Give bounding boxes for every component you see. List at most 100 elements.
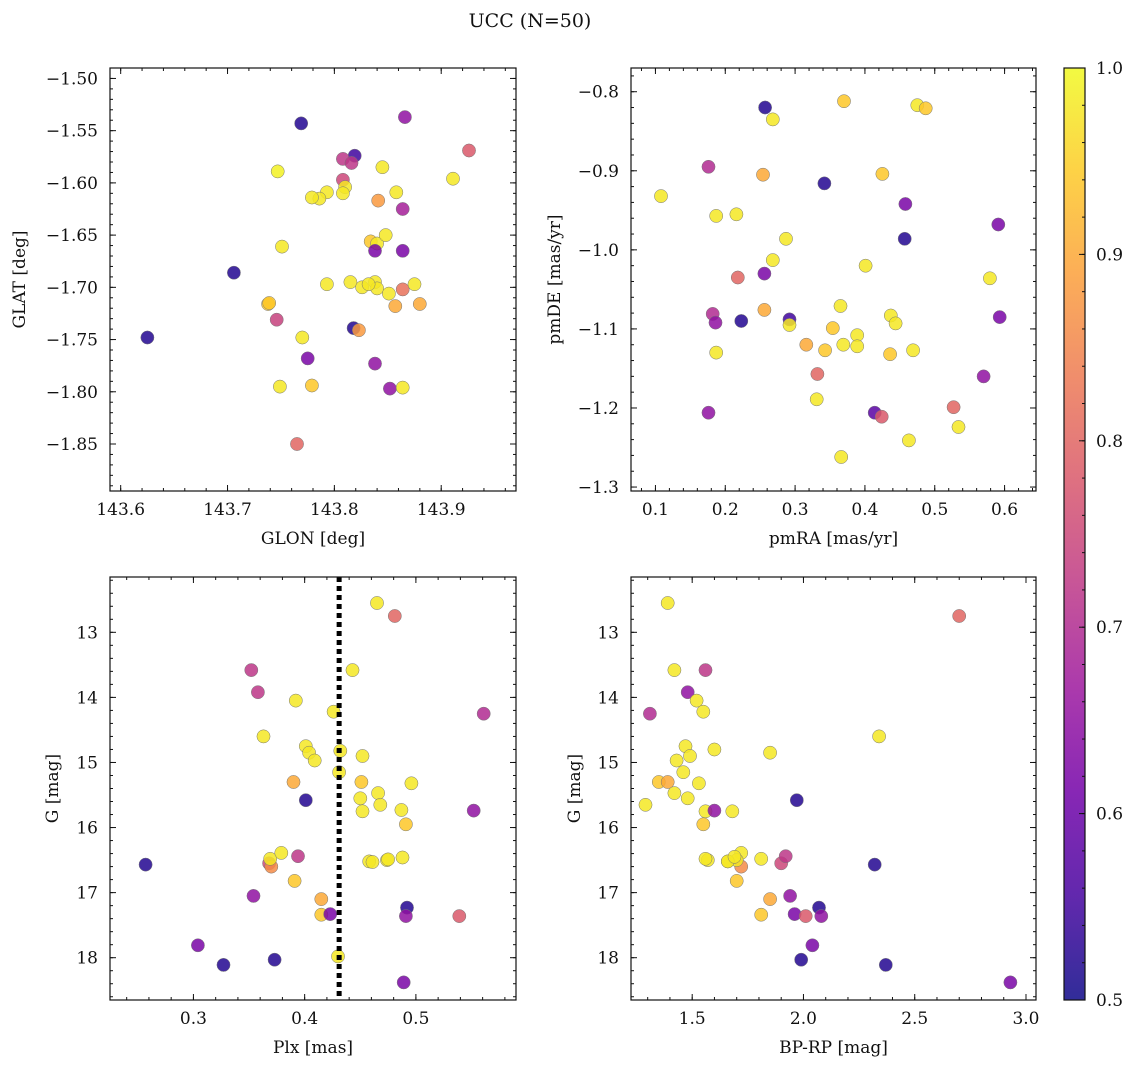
scatter-point	[275, 239, 289, 254]
y-tick-label: 13	[76, 623, 98, 643]
scatter-point	[466, 803, 481, 818]
scatter-point	[286, 775, 301, 789]
scatter-point	[976, 369, 991, 384]
scatter-point	[799, 337, 814, 352]
scatter-point	[298, 793, 313, 808]
panel-bprp-g: 1.5 2.0 2.5 3.0 13 14 15 16 17 18 BP-RP [mag] G [ma…	[565, 576, 1040, 1058]
scatter-point	[398, 110, 412, 124]
scatter-point	[874, 409, 889, 424]
panel-pmra-pmde: 0.1 0.2 0.3 0.4 0.5 0.6 −1.3 −1.2 −1.1 −1.0 −0.9 −0…	[545, 67, 1037, 549]
scatter-point	[643, 706, 657, 721]
x-tick-label: 0.5	[402, 1009, 429, 1029]
y-tick-label: 13	[597, 623, 619, 643]
scatter-point	[270, 164, 285, 179]
scatter-point	[395, 850, 410, 865]
scatter-point	[368, 356, 382, 371]
x-tick-label: 143.6	[96, 500, 145, 520]
colorbar-frame	[1063, 67, 1086, 1001]
scatter-point	[779, 231, 793, 246]
colorbar-tick-label: 1.0	[1096, 59, 1123, 79]
scatter-point	[701, 159, 716, 174]
y-axis-label: G [mag]	[43, 754, 63, 823]
scatter-point	[698, 663, 713, 677]
y-tick-label: −1.55	[46, 122, 98, 142]
x-tick-label: 0.3	[782, 500, 809, 520]
x-tick-label: 0.4	[851, 500, 878, 520]
scatter-point	[638, 797, 653, 812]
y-tick-label: −1.85	[46, 435, 98, 455]
y-tick-label: 15	[597, 753, 619, 773]
scatter-point	[373, 797, 388, 812]
scatter-point	[872, 729, 886, 744]
scatter-point	[778, 849, 793, 864]
y-tick-label: −1.50	[46, 69, 98, 89]
scatter-point	[805, 938, 820, 953]
scatter-point	[395, 380, 410, 395]
scatter-point	[654, 189, 668, 203]
x-tick-label: 0.5	[921, 500, 948, 520]
colorbar: 0.5 0.6 0.7 0.8 0.9 1.0	[1063, 59, 1123, 1011]
scatter-point	[452, 909, 467, 923]
scatter-point	[395, 243, 410, 258]
y-axis-label: pmDE [mas/yr]	[545, 214, 565, 344]
scatter-point	[355, 749, 370, 763]
scatter-point	[476, 706, 491, 721]
y-tick-label: 14	[597, 688, 619, 708]
scatter-point	[951, 420, 966, 434]
y-tick-label: −0.9	[578, 162, 619, 182]
scatter-point	[387, 609, 402, 623]
scatter-point	[730, 270, 745, 285]
scatter-point	[946, 400, 961, 415]
y-tick-label: 14	[76, 688, 98, 708]
scatter-point	[290, 437, 304, 451]
scatter-point	[345, 663, 360, 677]
colorbar-tick-label: 0.8	[1096, 432, 1123, 452]
scatter-point	[667, 786, 682, 800]
x-axis-label: GLON [deg]	[261, 529, 365, 549]
x-tick-label: 143.8	[310, 500, 359, 520]
y-tick-label: −1.65	[46, 226, 98, 246]
x-tick-label: 0.4	[291, 1009, 318, 1029]
scatter-point	[244, 663, 259, 677]
scatter-point	[395, 282, 410, 297]
scatter-point	[734, 314, 749, 328]
scatter-point	[344, 156, 359, 170]
scatter-point	[794, 952, 809, 967]
scatter-point	[667, 663, 682, 677]
scatter-point	[388, 299, 403, 313]
y-tick-label: 18	[597, 949, 619, 969]
scatter-point	[227, 265, 241, 280]
axes-frame	[630, 576, 1037, 1001]
scatter-point	[300, 351, 315, 366]
scatter-point	[833, 299, 848, 313]
y-tick-label: 16	[597, 819, 619, 839]
scatter-point	[307, 753, 322, 768]
x-tick-label: 3.0	[1012, 1009, 1039, 1029]
scatter-point	[140, 330, 155, 345]
scatter-point	[320, 277, 334, 292]
y-tick-label: −1.80	[46, 383, 98, 403]
colorbar-tick-label: 0.6	[1096, 805, 1123, 825]
colorbar-tick-label: 0.7	[1096, 618, 1123, 638]
panel-plx-g: 0.3 0.4 0.5 13 14 15 16 17 18 Plx [mas] G [mag]	[43, 576, 517, 1058]
scatter-point	[814, 909, 829, 923]
scatter-point	[906, 343, 920, 358]
scatter-point	[729, 207, 744, 222]
y-tick-label: 17	[76, 884, 98, 904]
scatter-point	[262, 296, 277, 310]
scatter-point	[727, 849, 742, 864]
scatter-point	[709, 345, 724, 360]
scatter-point	[383, 381, 397, 396]
scatter-points	[638, 596, 1018, 990]
scatter-point	[789, 793, 804, 808]
scatter-point	[858, 258, 873, 273]
x-tick-label: 2.5	[901, 1009, 928, 1029]
scatter-point	[875, 167, 890, 181]
scatter-point	[991, 217, 1006, 232]
axes-frame	[630, 67, 1037, 492]
scatter-point	[1003, 975, 1018, 990]
scatter-point	[361, 277, 376, 292]
x-tick-label: 2.0	[790, 1009, 817, 1029]
scatter-point	[763, 745, 777, 760]
scatter-point	[680, 791, 695, 806]
